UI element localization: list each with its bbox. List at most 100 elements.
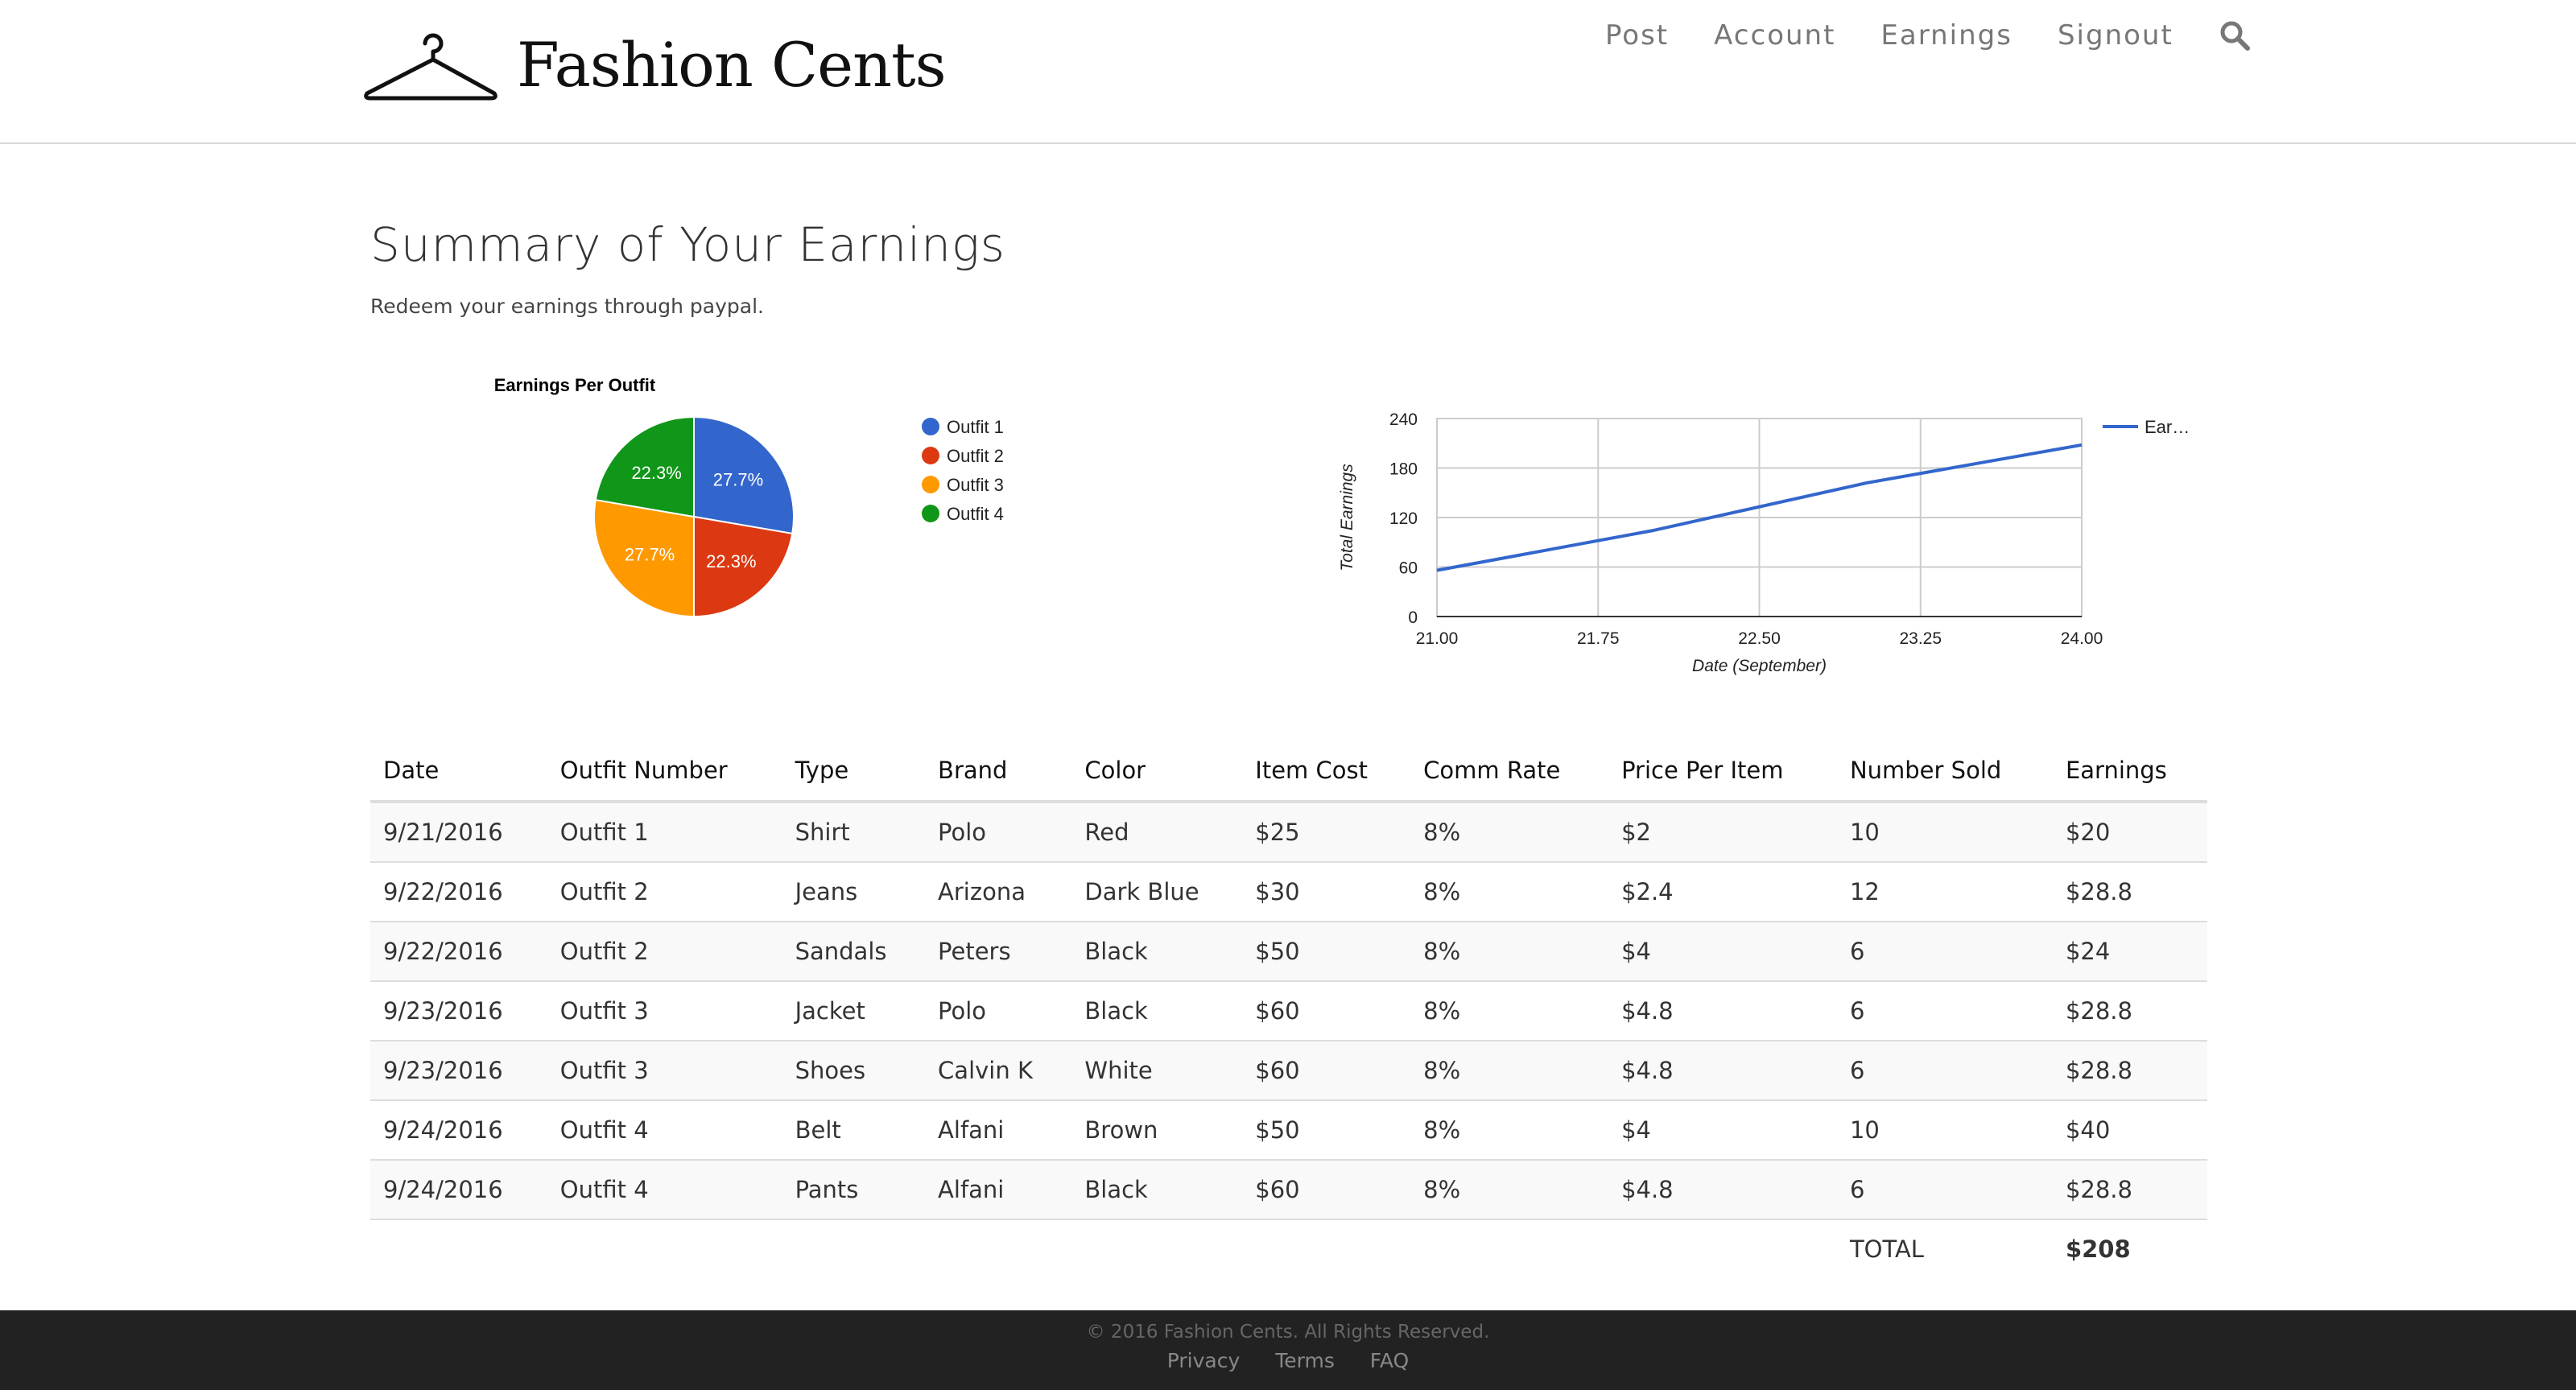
total-value: $208 [2052, 1219, 2207, 1278]
y-axis-label: Total Earnings [1338, 464, 1356, 571]
table-row: 9/23/2016 Outfit 3 Jacket Polo Black $60 8% $4.… [370, 981, 2207, 1041]
table-cell: $25 [1242, 802, 1411, 863]
pie-slice-label: 22.3% [706, 551, 756, 571]
nav-signout[interactable]: Signout [2057, 19, 2174, 52]
table-cell: Outfit 4 [547, 1100, 782, 1161]
series-line [1436, 443, 2083, 572]
table-cell: Calvin K [925, 1041, 1072, 1101]
hanger-icon[interactable] [362, 32, 499, 105]
x-tick-label: 22.50 [1738, 629, 1781, 648]
table-cell: Outfit 1 [547, 802, 782, 863]
table-cell: $28.8 [2052, 862, 2207, 922]
table-cell: $28.8 [2052, 981, 2207, 1041]
table-cell: $4.8 [1608, 1160, 1837, 1220]
pie-slice-label: 27.7% [713, 470, 763, 490]
nav-earnings[interactable]: Earnings [1880, 19, 2013, 52]
table-cell: $50 [1242, 1100, 1411, 1161]
column-header: Color [1071, 740, 1243, 803]
table-cell: $4 [1608, 922, 1837, 982]
table-cell: $60 [1242, 1041, 1411, 1101]
table-cell: Red [1071, 802, 1243, 863]
site-header: Fashion Cents Post Account Earnings Sign… [0, 0, 2576, 144]
table-cell: 9/22/2016 [370, 922, 547, 982]
table-row: 9/22/2016 Outfit 2 Jeans Arizona Dark Blue $3… [370, 862, 2207, 922]
legend-label: Outfit 3 [947, 475, 1004, 495]
table-cell: Black [1071, 922, 1243, 982]
total-label: TOTAL [1836, 1219, 2053, 1278]
table-cell: Outfit 2 [547, 922, 782, 982]
footer-link-faq[interactable]: FAQ [1369, 1349, 1410, 1372]
table-cell: $24 [2052, 922, 2207, 982]
table-cell: Jacket [782, 981, 926, 1041]
table-cell: 12 [1836, 862, 2053, 922]
legend-marker [922, 418, 939, 435]
column-header: Brand [925, 740, 1072, 803]
y-tick-label: 240 [1389, 410, 1418, 429]
legend-marker [922, 476, 939, 493]
y-tick-label: 0 [1408, 608, 1418, 627]
pie-slice-label: 27.7% [625, 544, 675, 564]
search-icon[interactable] [2219, 19, 2251, 52]
footer-link-privacy[interactable]: Privacy [1166, 1349, 1241, 1372]
table-cell: $4.8 [1608, 1041, 1837, 1101]
table-cell: 8% [1410, 802, 1609, 863]
pie-slice [693, 415, 795, 535]
footer-links: Privacy Terms FAQ [0, 1349, 2576, 1372]
x-axis-label: Date (September) [1692, 657, 1827, 675]
table-cell: Jeans [782, 862, 926, 922]
table-cell: Alfani [925, 1100, 1072, 1161]
x-tick-label: 23.25 [1899, 629, 1942, 648]
y-tick-label: 60 [1399, 559, 1418, 578]
table-cell: 6 [1836, 922, 2053, 982]
table-cell: $60 [1242, 981, 1411, 1041]
table-cell: 6 [1836, 1160, 2053, 1220]
table-cell: 6 [1836, 981, 2053, 1041]
pie-slice [693, 515, 794, 618]
table-row: 9/23/2016 Outfit 3 Shoes Calvin K White $60 8%… [370, 1041, 2207, 1101]
nav-post[interactable]: Post [1605, 19, 1670, 52]
table-cell: $30 [1242, 862, 1411, 922]
column-header: Number Sold [1836, 740, 2053, 803]
copyright: © 2016 Fashion Cents. All Rights Reserve… [1086, 1322, 1490, 1343]
x-tick-label: 21.00 [1416, 629, 1459, 648]
table-cell: 9/23/2016 [370, 981, 547, 1041]
legend-label: Outfit 4 [947, 504, 1004, 524]
table-cell: Alfani [925, 1160, 1072, 1220]
table-cell: Outfit 3 [547, 1041, 782, 1101]
brand-name[interactable]: Fashion Cents [517, 29, 947, 101]
legend-marker [922, 505, 939, 522]
footer-link-terms[interactable]: Terms [1275, 1349, 1335, 1372]
pie-slice [594, 415, 695, 518]
table-cell: 8% [1410, 981, 1609, 1041]
site-footer: © 2016 Fashion Cents. All Rights Reserve… [0, 1310, 2576, 1390]
legend-label: Outfit 2 [947, 446, 1004, 466]
table-cell: 9/22/2016 [370, 862, 547, 922]
table-cell: Pants [782, 1160, 926, 1220]
table-cell: 9/24/2016 [370, 1160, 547, 1220]
column-header: Date [370, 740, 547, 803]
table-cell: $4.8 [1608, 981, 1837, 1041]
nav-account[interactable]: Account [1714, 19, 1836, 52]
page-subtitle: Redeem your earnings through paypal. [370, 295, 764, 318]
table-header-row: Date Outfit Number Type Brand Color Item Cost… [370, 740, 2207, 803]
table-row: 9/24/2016 Outfit 4 Pants Alfani Black $60 8% $4… [370, 1160, 2207, 1220]
column-header: Comm Rate [1410, 740, 1609, 803]
table-cell: Peters [925, 922, 1072, 982]
column-header: Price Per Item [1608, 740, 1837, 803]
legend-marker [922, 447, 939, 464]
pie-slice [593, 498, 695, 618]
x-tick-label: 24.00 [2061, 629, 2103, 648]
table-cell: Outfit 2 [547, 862, 782, 922]
table-cell: $50 [1242, 922, 1411, 982]
pie-title: Earnings Per Outfit [494, 375, 656, 395]
table-cell: 6 [1836, 1041, 2053, 1101]
table-cell: 8% [1410, 1100, 1609, 1161]
table-cell: 9/23/2016 [370, 1041, 547, 1101]
table-cell: Polo [925, 981, 1072, 1041]
table-cell: 8% [1410, 862, 1609, 922]
table-cell: Arizona [925, 862, 1072, 922]
table-cell: $40 [2052, 1100, 2207, 1161]
table-cell: 9/24/2016 [370, 1100, 547, 1161]
table-cell: Black [1071, 1160, 1243, 1220]
table-cell: $4 [1608, 1100, 1837, 1161]
